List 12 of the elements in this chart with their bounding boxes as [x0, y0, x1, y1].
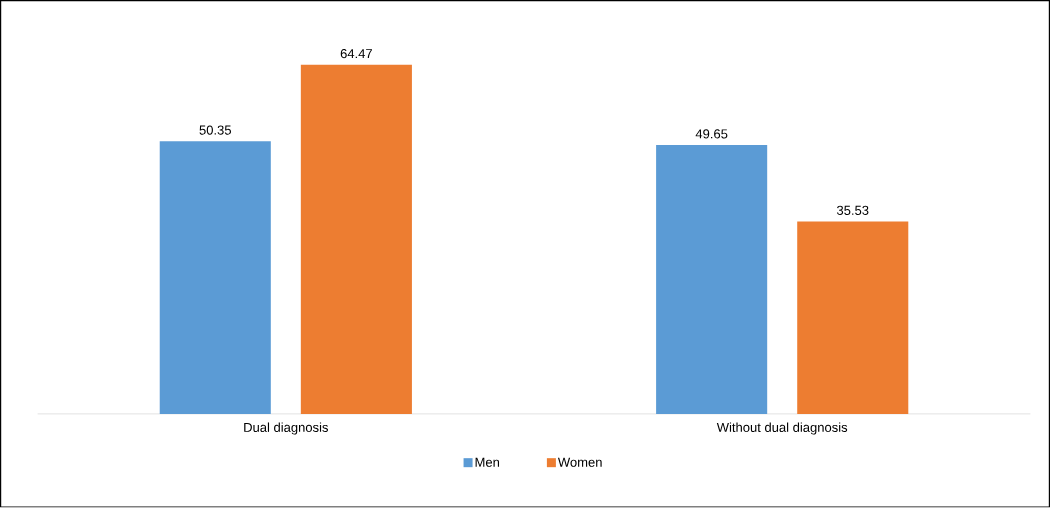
data-label: 49.65 — [695, 129, 728, 139]
bar — [159, 141, 271, 415]
legend-label: Men — [475, 457, 500, 468]
data-label: 50.35 — [199, 125, 231, 135]
legend-label: Women — [557, 457, 602, 468]
x-tick-label: Dual diagnosis — [244, 422, 328, 435]
x-tick-label: Without dual diagnosis — [716, 422, 848, 435]
bar — [300, 64, 412, 415]
bar — [797, 221, 909, 415]
data-label: 64.47 — [340, 49, 372, 59]
data-label: 35.53 — [836, 205, 869, 216]
bar — [656, 145, 768, 415]
